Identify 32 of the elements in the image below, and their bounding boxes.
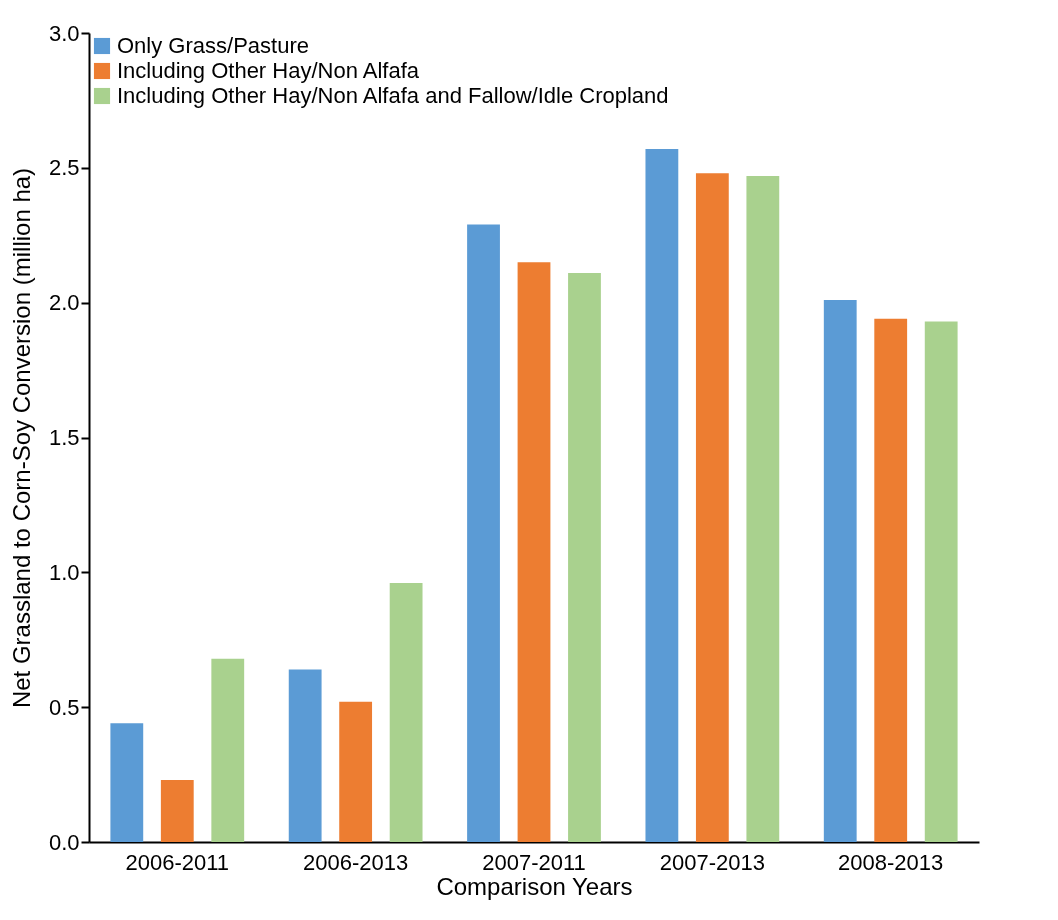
bar (110, 723, 144, 842)
bar (823, 299, 857, 842)
bar (874, 318, 908, 842)
x-tick-label: 2006-2013 (303, 849, 409, 875)
bar (160, 779, 194, 842)
y-tick-label: 1.5 (48, 425, 80, 450)
y-tick-label: 0.0 (48, 829, 80, 855)
y-tick-label: 0.5 (48, 694, 80, 720)
legend-label: Including Other Hay/Non Alfafa and Fallow/Idle Cropland (117, 83, 669, 108)
bar (288, 669, 322, 842)
bar (339, 701, 373, 842)
bar (568, 273, 601, 842)
bar (517, 262, 551, 842)
bar (467, 224, 500, 842)
y-tick-label: 3.0 (48, 20, 80, 46)
x-tick-label: 2006-2011 (125, 849, 230, 875)
legend-label: Only Grass/Pasture (117, 33, 309, 58)
x-tick-label: 2007-2013 (659, 849, 765, 875)
bar (746, 175, 780, 842)
bar (695, 173, 729, 842)
y-tick-label: 2.5 (48, 155, 80, 181)
x-axis-title: Comparison Years (436, 872, 633, 900)
bar (389, 583, 423, 842)
y-axis-title: Net Grassland to Corn-Soy Conversion (million ha) (7, 167, 35, 709)
bar (211, 658, 245, 842)
x-tick-label: 2008-2013 (838, 849, 944, 875)
legend-label: Including Other Hay/Non Alfafa (117, 58, 420, 83)
bar (924, 321, 958, 842)
y-tick-label: 2.0 (48, 290, 80, 316)
y-tick-label: 1.0 (48, 559, 80, 585)
x-tick-label: 2007-2011 (482, 849, 586, 875)
bar (645, 148, 679, 842)
